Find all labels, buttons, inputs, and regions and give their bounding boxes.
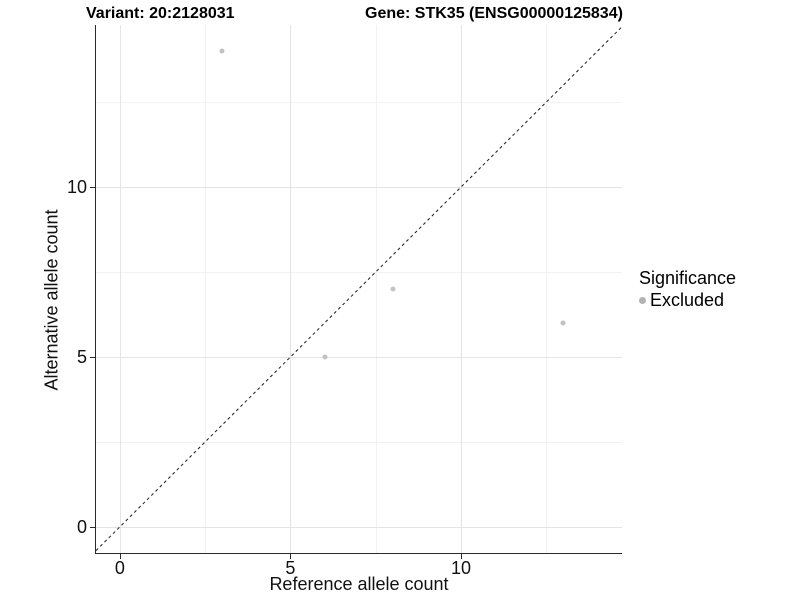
data-point: [560, 320, 566, 326]
x-tick-mark: [460, 553, 462, 559]
gridline-minor-horizontal: [96, 272, 622, 273]
data-point: [390, 286, 396, 292]
gridline-major-vertical: [119, 25, 121, 553]
x-axis-title: Reference allele count: [269, 574, 449, 594]
legend-key-dot-icon: [639, 296, 646, 304]
gridline-minor-horizontal: [96, 102, 622, 104]
gridline-minor-vertical: [375, 25, 377, 553]
gridline-major-horizontal: [96, 187, 622, 189]
gridline-major-horizontal: [96, 526, 622, 528]
y-tick-label: 5: [76, 346, 87, 367]
plot-panel: [95, 25, 622, 554]
gridline-minor-vertical: [546, 25, 548, 553]
legend-item-label: Excluded: [650, 290, 725, 310]
gridline-major-vertical: [290, 25, 292, 553]
legend-title: Significance: [639, 268, 737, 288]
legend: Significance Excluded: [639, 268, 736, 310]
identity-line: [96, 26, 622, 551]
gene-title: Gene: STK35 (ENSG00000125834): [365, 5, 623, 22]
gridline-major-vertical: [460, 25, 462, 553]
y-tick-label: 10: [66, 177, 87, 198]
gridline-minor-vertical: [205, 25, 207, 553]
y-tick-mark: [90, 356, 95, 358]
x-tick-label: 5: [285, 558, 296, 578]
data-point: [219, 48, 225, 54]
y-tick-mark: [90, 187, 95, 189]
variant-title: Variant: 20:2128031: [86, 5, 235, 22]
y-tick-label: 0: [76, 516, 87, 537]
x-tick-label: 10: [450, 558, 471, 578]
gridline-minor-horizontal: [96, 441, 622, 443]
y-axis-title: Alternative allele count: [41, 209, 62, 391]
x-tick-label: 0: [114, 558, 125, 578]
data-point: [322, 354, 328, 360]
x-tick-mark: [119, 553, 121, 559]
legend-item: Excluded: [639, 290, 736, 310]
x-tick-mark: [290, 553, 292, 559]
y-tick-mark: [90, 526, 95, 528]
gridline-major-horizontal: [96, 356, 622, 358]
